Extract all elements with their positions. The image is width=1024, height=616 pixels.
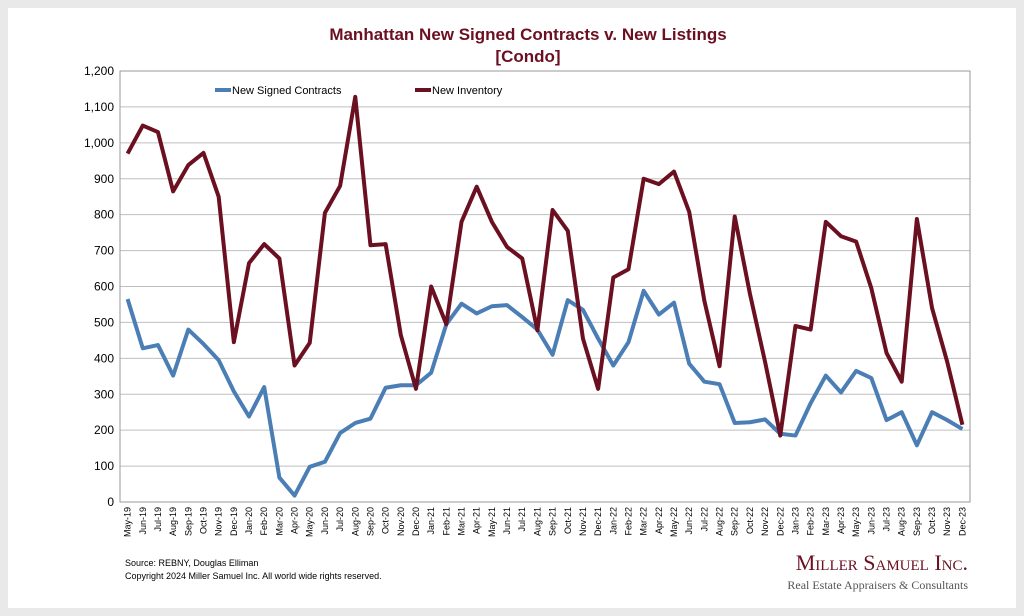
x-tick-label: Dec-19 — [229, 507, 239, 536]
legend-label: New Inventory — [432, 85, 503, 97]
x-tick-label: Apr-23 — [836, 507, 846, 534]
x-tick-label: Feb-22 — [623, 507, 633, 536]
y-tick-label: 100 — [94, 459, 114, 473]
x-tick-label: Dec-23 — [957, 507, 967, 536]
x-tick-label: Aug-23 — [897, 507, 907, 536]
x-tick-label: Jan-23 — [790, 507, 800, 535]
x-tick-label: Dec-21 — [593, 507, 603, 536]
x-tick-label: Jun-19 — [138, 507, 148, 535]
y-tick-label: 1,000 — [84, 136, 114, 150]
x-tick-label: Oct-22 — [745, 507, 755, 534]
x-tick-label: Jul-21 — [517, 507, 527, 532]
x-tick-label: Aug-19 — [168, 507, 178, 536]
x-tick-label: Feb-20 — [259, 507, 269, 536]
x-tick-label: Feb-23 — [806, 507, 816, 536]
x-tick-label: Nov-23 — [942, 507, 952, 536]
source: Source: REBNY, Douglas Elliman — [125, 558, 258, 568]
x-tick-label: Nov-22 — [760, 507, 770, 536]
chart-title: Manhattan New Signed Contracts v. New Li… — [329, 25, 726, 44]
x-tick-label: Jan-22 — [608, 507, 618, 535]
x-tick-label: Dec-22 — [775, 507, 785, 536]
x-tick-label: Mar-23 — [821, 507, 831, 536]
copyright: Copyright 2024 Miller Samuel Inc. All wo… — [125, 571, 382, 581]
x-tick-label: Nov-21 — [578, 507, 588, 536]
x-tick-label: May-20 — [305, 507, 315, 537]
y-tick-label: 600 — [94, 280, 114, 294]
x-tick-label: Oct-21 — [563, 507, 573, 534]
y-tick-label: 900 — [94, 172, 114, 186]
x-tick-label: Apr-20 — [290, 507, 300, 534]
x-tick-label: Mar-21 — [457, 507, 467, 536]
y-tick-label: 300 — [94, 387, 114, 401]
y-tick-label: 1,100 — [84, 100, 114, 114]
x-tick-label: May-19 — [123, 507, 133, 537]
x-tick-label: Jul-22 — [699, 507, 709, 532]
series-line — [125, 288, 964, 498]
x-tick-label: Jan-21 — [426, 507, 436, 535]
x-tick-label: Feb-21 — [441, 507, 451, 536]
tagline: Real Estate Appraisers & Consultants — [787, 578, 968, 592]
x-tick-label: Oct-19 — [198, 507, 208, 534]
x-tick-label: Aug-21 — [532, 507, 542, 536]
y-tick-label: 800 — [94, 208, 114, 222]
x-tick-label: Sep-22 — [730, 507, 740, 536]
x-tick-label: Sep-20 — [365, 507, 375, 536]
x-tick-label: Aug-20 — [350, 507, 360, 536]
x-tick-label: Oct-20 — [381, 507, 391, 534]
x-tick-label: Apr-22 — [654, 507, 664, 534]
x-tick-label: Mar-20 — [274, 507, 284, 536]
brand: Miller Samuel Inc. — [796, 550, 968, 575]
y-tick-label: 500 — [94, 315, 114, 329]
x-tick-label: Sep-23 — [912, 507, 922, 536]
x-tick-label: Sep-19 — [183, 507, 193, 536]
y-tick-label: 400 — [94, 351, 114, 365]
x-tick-label: Jul-20 — [335, 507, 345, 532]
x-tick-label: Jan-20 — [244, 507, 254, 535]
x-tick-label: Apr-21 — [472, 507, 482, 534]
x-tick-label: Dec-20 — [411, 507, 421, 536]
x-tick-label: Mar-22 — [639, 507, 649, 536]
x-tick-label: Nov-20 — [396, 507, 406, 536]
x-tick-label: Jun-20 — [320, 507, 330, 535]
x-tick-label: Jul-19 — [153, 507, 163, 532]
y-tick-label: 1,200 — [84, 64, 114, 78]
plot-border — [119, 70, 971, 503]
x-tick-label: Sep-21 — [548, 507, 558, 536]
y-tick-label: 700 — [94, 244, 114, 258]
series-line — [125, 94, 965, 438]
x-tick-label: Jun-22 — [684, 507, 694, 535]
x-tick-label: Jun-23 — [866, 507, 876, 535]
chart-subtitle: [Condo] — [495, 47, 560, 66]
x-tick-label: May-21 — [487, 507, 497, 537]
x-tick-label: Oct-23 — [927, 507, 937, 534]
x-tick-label: Aug-22 — [715, 507, 725, 536]
x-tick-label: Jul-23 — [882, 507, 892, 532]
y-tick-label: 0 — [107, 495, 114, 509]
x-tick-label: May-22 — [669, 507, 679, 537]
x-tick-label: Nov-19 — [214, 507, 224, 536]
legend-label: New Signed Contracts — [232, 85, 342, 97]
x-tick-label: Jun-21 — [502, 507, 512, 535]
y-tick-label: 200 — [94, 423, 114, 437]
x-tick-label: May-23 — [851, 507, 861, 537]
